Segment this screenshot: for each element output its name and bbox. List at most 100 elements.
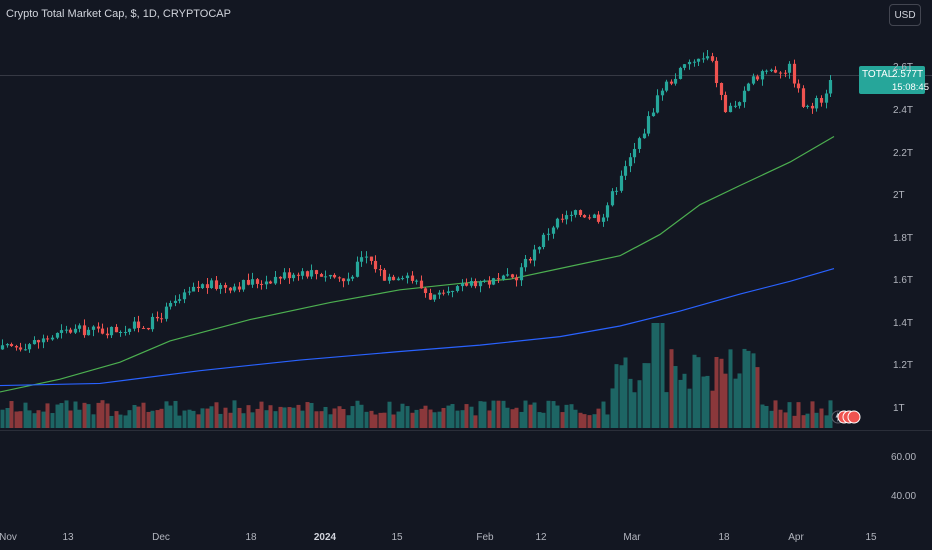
candle	[237, 286, 242, 290]
candle	[5, 344, 10, 346]
volume-bar	[523, 400, 528, 428]
volume-bar	[491, 400, 496, 428]
candle	[259, 283, 264, 285]
candle	[359, 257, 364, 262]
volume-bar	[196, 414, 201, 428]
candle	[519, 267, 524, 281]
currency-button[interactable]: USD	[889, 4, 921, 26]
price-tag-countdown: 15:08:45	[892, 82, 929, 93]
candle	[560, 218, 565, 220]
volume-bar	[760, 404, 765, 428]
candle	[309, 270, 314, 277]
candle	[664, 81, 669, 91]
volume-bar	[605, 414, 610, 428]
volume-bar	[59, 403, 64, 428]
candle	[692, 61, 697, 63]
volume-bar	[687, 388, 692, 428]
candle	[805, 105, 810, 107]
volume-bar	[255, 408, 260, 428]
volume-bar	[273, 411, 278, 428]
volume-bar	[296, 404, 301, 428]
volume-bar	[414, 409, 419, 428]
volume-bar	[510, 409, 515, 428]
candle	[642, 133, 647, 139]
candle	[228, 287, 233, 291]
ma-short-line	[0, 136, 835, 393]
candle	[482, 280, 487, 282]
time-tick-label: 2024	[313, 532, 337, 543]
volume-bar	[537, 412, 542, 428]
candle	[478, 281, 483, 287]
volume-bar	[32, 413, 37, 428]
volume-bar	[164, 401, 169, 428]
candle	[218, 285, 223, 289]
volume-tick-label: 60.00	[891, 452, 917, 463]
volume-bar	[291, 407, 296, 428]
volume-bar	[168, 405, 173, 428]
volume-bar	[664, 392, 669, 428]
candle	[150, 316, 155, 330]
candle	[678, 67, 683, 79]
volume-bar	[364, 411, 369, 428]
candle	[491, 278, 496, 285]
volume-bar	[241, 413, 246, 428]
candle	[441, 292, 446, 294]
candle	[328, 274, 333, 277]
volume-bar	[177, 415, 182, 428]
candle	[551, 227, 556, 234]
candle	[637, 138, 642, 149]
candle	[501, 275, 506, 280]
candle	[287, 272, 292, 279]
indicator-icons[interactable]	[831, 407, 861, 427]
candle	[764, 70, 769, 72]
volume-bar	[733, 378, 738, 428]
volume-bar	[705, 375, 710, 428]
volume-bar	[819, 408, 824, 428]
volume-bar	[50, 413, 55, 428]
candle	[632, 148, 637, 158]
volume-bar	[18, 411, 23, 428]
price-tick-label: 1.6T	[893, 275, 914, 287]
candle	[528, 258, 533, 261]
volume-bar	[464, 404, 469, 428]
volume-tick-label: 40.00	[891, 491, 917, 502]
volume-bar	[783, 412, 788, 428]
candle	[123, 331, 128, 333]
volume-bar	[678, 379, 683, 428]
volume-bar	[660, 323, 665, 428]
candle	[177, 299, 182, 301]
candle	[464, 283, 469, 286]
volume-bar	[173, 400, 178, 428]
candle	[592, 214, 597, 218]
volume-bar	[673, 366, 678, 428]
volume-bar	[723, 373, 728, 428]
candle	[132, 321, 137, 329]
candle	[209, 280, 214, 289]
candle	[628, 157, 633, 167]
time-tick-label: Mar	[623, 532, 641, 543]
volume-bar	[728, 349, 733, 428]
candle	[450, 290, 455, 292]
volume-bar	[619, 365, 624, 428]
volume-bar	[205, 408, 210, 428]
candle	[514, 277, 519, 281]
candle	[59, 330, 64, 333]
candle	[314, 270, 319, 275]
volume-bar	[787, 402, 792, 428]
candle	[810, 105, 815, 109]
price-tick-label: 2.2T	[893, 147, 914, 159]
volume-bar	[646, 363, 651, 428]
volume-bar	[501, 400, 506, 428]
candle	[673, 78, 678, 84]
volume-bar	[696, 357, 701, 428]
volume-bar	[282, 407, 287, 428]
time-tick-label: Nov	[0, 532, 17, 543]
candle	[168, 303, 173, 307]
volume-bar	[450, 404, 455, 428]
candle	[268, 281, 273, 284]
volume-bar	[209, 406, 214, 428]
candle	[792, 63, 797, 84]
time-tick-label: Feb	[476, 532, 494, 543]
